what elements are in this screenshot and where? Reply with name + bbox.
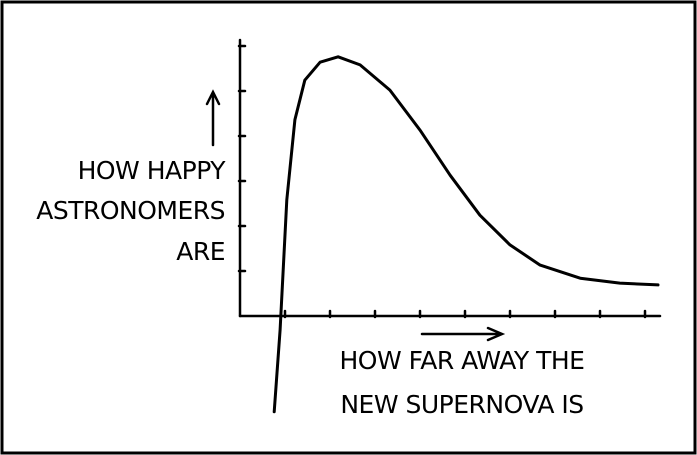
x-axis-label: NEW SUPERNOVA IS	[340, 390, 583, 419]
y-axis-label: ASTRONOMERS	[36, 196, 225, 225]
y-arrow	[205, 89, 221, 147]
y-axis-label: HOW HAPPY	[78, 156, 227, 185]
x-arrow	[420, 326, 506, 342]
data-line	[272, 55, 660, 414]
y-axis-label: ARE	[176, 237, 225, 266]
x-axis-label: HOW FAR AWAY THE	[340, 346, 585, 375]
